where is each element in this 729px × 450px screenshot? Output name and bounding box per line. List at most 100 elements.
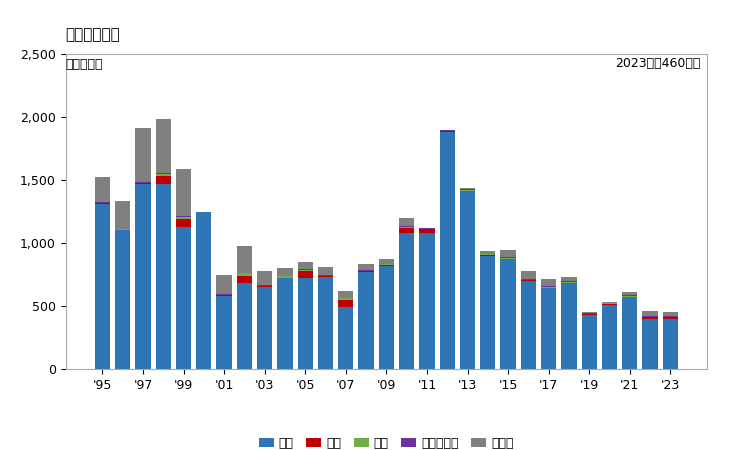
Bar bbox=[642, 311, 658, 316]
Bar bbox=[561, 281, 577, 282]
Bar bbox=[217, 274, 232, 294]
Bar bbox=[297, 278, 313, 369]
Bar bbox=[277, 268, 292, 276]
Bar bbox=[115, 230, 130, 369]
Bar bbox=[663, 317, 678, 319]
Bar bbox=[155, 184, 171, 369]
Bar bbox=[399, 227, 414, 228]
Bar bbox=[155, 174, 171, 176]
Bar bbox=[460, 190, 475, 191]
Bar bbox=[480, 255, 496, 256]
Bar bbox=[217, 294, 232, 295]
Bar bbox=[176, 227, 191, 369]
Bar bbox=[642, 316, 658, 317]
Bar bbox=[521, 271, 536, 279]
Bar bbox=[460, 189, 475, 190]
Bar bbox=[136, 184, 151, 369]
Bar bbox=[379, 259, 394, 264]
Bar bbox=[480, 254, 496, 255]
Bar bbox=[501, 258, 515, 259]
Bar bbox=[338, 300, 354, 307]
Bar bbox=[582, 315, 597, 369]
Bar bbox=[217, 295, 232, 296]
Bar bbox=[136, 128, 151, 182]
Bar bbox=[561, 284, 577, 369]
Text: 単位：万個: 単位：万個 bbox=[66, 58, 103, 72]
Bar bbox=[582, 313, 597, 314]
Bar bbox=[541, 288, 556, 369]
Bar bbox=[399, 218, 414, 226]
Bar bbox=[460, 188, 475, 189]
Bar bbox=[521, 280, 536, 281]
Bar bbox=[440, 131, 455, 132]
Bar bbox=[561, 277, 577, 281]
Bar bbox=[399, 228, 414, 233]
Bar bbox=[602, 302, 617, 303]
Bar bbox=[95, 203, 110, 204]
Bar bbox=[257, 287, 272, 369]
Bar bbox=[237, 246, 252, 273]
Bar bbox=[663, 312, 678, 316]
Bar bbox=[95, 204, 110, 369]
Bar bbox=[379, 264, 394, 265]
Bar bbox=[237, 276, 252, 284]
Bar bbox=[419, 229, 434, 233]
Bar bbox=[642, 319, 658, 369]
Bar bbox=[561, 283, 577, 284]
Bar bbox=[359, 271, 374, 272]
Bar bbox=[297, 262, 313, 270]
Bar bbox=[359, 270, 374, 271]
Text: 2023年：460万個: 2023年：460万個 bbox=[615, 57, 701, 70]
Bar bbox=[196, 212, 211, 369]
Bar bbox=[602, 304, 617, 305]
Bar bbox=[521, 279, 536, 280]
Bar bbox=[297, 271, 313, 278]
Bar bbox=[622, 297, 637, 369]
Bar bbox=[582, 312, 597, 313]
Bar bbox=[663, 319, 678, 369]
Bar bbox=[642, 317, 658, 319]
Bar bbox=[155, 176, 171, 184]
Legend: 中国, タイ, 台湾, フィリピン, その他: 中国, タイ, 台湾, フィリピン, その他 bbox=[254, 432, 519, 450]
Bar bbox=[257, 271, 272, 285]
Bar bbox=[622, 296, 637, 297]
Bar bbox=[501, 250, 515, 257]
Bar bbox=[379, 265, 394, 266]
Bar bbox=[602, 305, 617, 369]
Bar bbox=[501, 257, 515, 258]
Bar bbox=[338, 291, 354, 298]
Bar bbox=[115, 229, 130, 230]
Bar bbox=[155, 119, 171, 173]
Bar bbox=[622, 292, 637, 295]
Bar bbox=[95, 202, 110, 203]
Bar bbox=[136, 182, 151, 183]
Bar bbox=[521, 281, 536, 369]
Bar bbox=[297, 270, 313, 271]
Bar bbox=[460, 191, 475, 369]
Bar bbox=[399, 233, 414, 369]
Bar bbox=[561, 282, 577, 283]
Bar bbox=[419, 233, 434, 369]
Bar bbox=[501, 259, 515, 369]
Bar bbox=[318, 267, 333, 275]
Bar bbox=[176, 169, 191, 216]
Bar bbox=[95, 177, 110, 202]
Bar bbox=[257, 286, 272, 287]
Bar bbox=[318, 277, 333, 369]
Bar bbox=[136, 183, 151, 184]
Bar bbox=[359, 264, 374, 270]
Bar bbox=[622, 295, 637, 296]
Bar bbox=[440, 130, 455, 131]
Bar bbox=[176, 216, 191, 219]
Bar bbox=[237, 284, 252, 369]
Bar bbox=[277, 278, 292, 369]
Bar bbox=[480, 256, 496, 369]
Bar bbox=[318, 276, 333, 277]
Text: 輸入量の推移: 輸入量の推移 bbox=[66, 27, 120, 42]
Bar bbox=[176, 219, 191, 227]
Bar bbox=[440, 132, 455, 369]
Bar bbox=[359, 272, 374, 369]
Bar bbox=[663, 316, 678, 317]
Bar bbox=[419, 228, 434, 229]
Bar bbox=[379, 266, 394, 369]
